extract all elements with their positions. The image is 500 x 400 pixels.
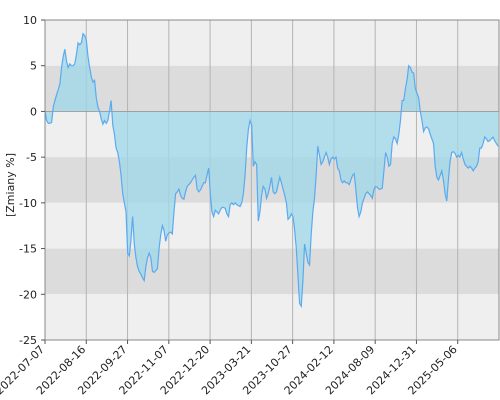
y-tick-label-4: -10 — [19, 197, 37, 210]
y-tick-label-5: -15 — [19, 243, 37, 256]
x-axis-ticks: 2022-07-072022-08-162022-09-272022-11-07… — [0, 340, 460, 397]
band-0 — [45, 20, 499, 66]
band-1 — [45, 65, 499, 112]
plot-frame — [44, 19, 500, 341]
band-5 — [45, 248, 499, 295]
band-6 — [45, 294, 499, 340]
area-fill — [45, 33, 498, 307]
y-tick-label-7: -25 — [19, 334, 37, 347]
y-tick-label-6: -20 — [19, 288, 37, 301]
y-axis-label: [Zmiany %] — [4, 153, 17, 217]
y-tick-label-0: 10 — [23, 14, 37, 27]
y-axis-ticks: 10 5 0 -5 -10 -15 -20 -25 — [19, 14, 45, 347]
band-4 — [45, 202, 499, 249]
y-tick-label-2: 0 — [30, 105, 37, 118]
y-tick-label-1: 5 — [30, 60, 37, 73]
series-line — [44, 32, 499, 309]
y-tick-label-3: -5 — [26, 151, 37, 164]
